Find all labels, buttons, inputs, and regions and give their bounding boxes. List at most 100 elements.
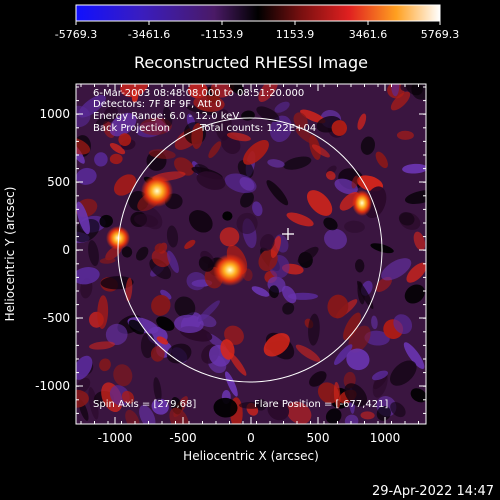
texture-blob [227, 84, 244, 95]
texture-blob [381, 258, 412, 281]
texture-blob [269, 115, 292, 143]
x-tick-label: -1000 [98, 431, 133, 445]
texture-blob [390, 360, 417, 386]
y-axis-label: Heliocentric Y (arcsec) [3, 187, 17, 322]
texture-blob [109, 112, 137, 137]
texture-blob [346, 348, 370, 371]
texture-blob [371, 370, 389, 381]
texture-blob [109, 153, 123, 165]
texture-blob [413, 231, 426, 251]
y-tick-labels: 1000 500 0 -500 -1000 [35, 107, 70, 393]
texture-blob [297, 246, 319, 264]
texture-blob [258, 84, 279, 102]
texture-blob [78, 94, 106, 118]
texture-blob [163, 106, 173, 127]
texture-blob [88, 240, 99, 267]
texture-blob [76, 355, 93, 380]
texture-blob [188, 210, 213, 233]
texture-blob [308, 313, 320, 346]
texture-blob [128, 319, 145, 335]
texture-blob [174, 296, 196, 318]
texture-blob [197, 300, 220, 322]
texture-blob [327, 294, 349, 319]
texture-blob [160, 289, 172, 300]
texture-blob [76, 201, 90, 235]
texture-blob [300, 109, 326, 124]
texture-blob [267, 159, 285, 168]
texture-blob [406, 262, 426, 283]
texture-blob [402, 163, 426, 174]
texture-blob [243, 139, 269, 165]
texture-blob [293, 112, 308, 129]
texture-blob [219, 227, 240, 247]
texture-blob [404, 284, 425, 304]
texture-blob [239, 176, 255, 191]
texture-blob [174, 157, 195, 176]
texture-blob [156, 336, 169, 345]
texture-blob [148, 149, 176, 159]
texture-blob [286, 212, 314, 227]
colorbar-tick-label: -3461.6 [128, 28, 170, 41]
texture-blob [191, 123, 204, 149]
texture-blob [99, 257, 116, 264]
colorbar-tick-label: 5769.3 [421, 28, 460, 41]
texture-blob [354, 259, 365, 273]
texture-blob [306, 190, 333, 216]
texture-blob [343, 312, 361, 341]
texture-blob [364, 330, 390, 346]
texture-blob [410, 388, 426, 403]
texture-blob [251, 286, 270, 297]
texture-blob [220, 339, 235, 360]
texture-blob [76, 267, 100, 285]
texture-blob [351, 175, 359, 189]
texture-blob [210, 84, 235, 98]
texture-blob [295, 344, 321, 362]
colorbar-tick-label: -1153.9 [201, 28, 243, 41]
texture-blob [324, 228, 347, 250]
texture-blob [376, 406, 391, 421]
texture-blob [371, 315, 378, 330]
texture-blob [403, 342, 425, 370]
hot-source [213, 254, 247, 286]
colorbar-ticks [75, 21, 441, 25]
texture-blob [121, 246, 133, 258]
texture-blob [323, 217, 338, 231]
texture-blob [317, 382, 340, 404]
texture-blob [184, 239, 196, 249]
axis-ticks [76, 84, 426, 424]
texture-blob [156, 316, 175, 331]
texture-blob [396, 130, 414, 140]
annotation-total-counts: Total counts: 1.22E+04 [200, 123, 317, 134]
texture-blob [309, 371, 327, 387]
texture-blob [398, 212, 415, 226]
texture-blob [283, 156, 312, 170]
texture-blob [88, 386, 99, 420]
texture-blob [118, 133, 132, 146]
texture-blob [193, 94, 225, 112]
texture-blob [286, 401, 312, 424]
texture-blob [114, 174, 137, 196]
texture-blob [252, 201, 263, 217]
texture-blob [89, 341, 115, 350]
y-tick-label: 0 [62, 243, 70, 257]
texture-blob [356, 280, 374, 309]
texture-blob [167, 250, 179, 273]
y-tick-label: -500 [43, 311, 70, 325]
texture-blob [76, 377, 91, 393]
texture-blob [259, 233, 275, 252]
texture-blob [125, 277, 133, 302]
texture-blob [113, 364, 133, 387]
texture-blob [97, 295, 109, 329]
texture-blob [105, 323, 128, 346]
texture-blob [153, 377, 162, 403]
texture-blob [226, 132, 251, 142]
texture-blob [213, 397, 238, 418]
y-tick-label: -1000 [35, 379, 70, 393]
texture-blob [357, 113, 367, 130]
texture-blob [99, 214, 113, 228]
texture-blob [344, 414, 359, 424]
colorbar [75, 4, 441, 22]
texture-blob [331, 120, 348, 136]
texture-blob [375, 151, 388, 169]
texture-blob [198, 256, 214, 272]
